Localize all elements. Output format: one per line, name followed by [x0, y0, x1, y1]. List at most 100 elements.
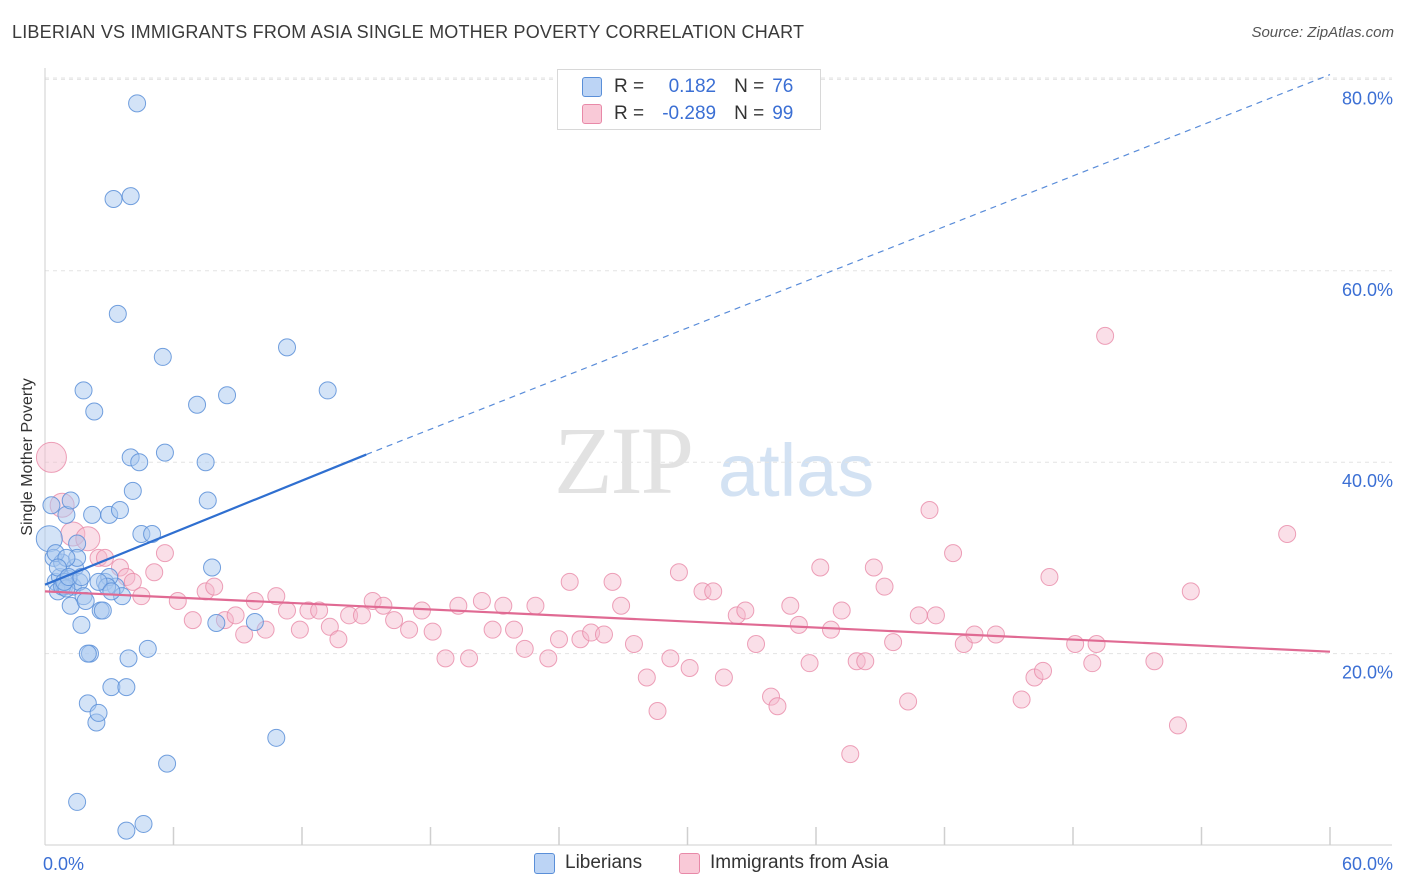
- point-immigrants-from-asia: [436, 649, 455, 668]
- point-immigrants-from-asia: [363, 591, 382, 610]
- series-liberians: [35, 94, 337, 840]
- point-immigrants-from-asia: [899, 692, 918, 711]
- point-immigrants-from-asia: [680, 658, 699, 677]
- point-immigrants-from-asia: [926, 606, 945, 625]
- point-liberians: [102, 678, 121, 697]
- point-immigrants-from-asia: [168, 591, 187, 610]
- point-liberians: [119, 649, 138, 668]
- y-tick-label-40: 40.0%: [1342, 471, 1393, 491]
- y-tick-label-80: 80.0%: [1342, 88, 1393, 108]
- point-liberians: [102, 582, 121, 601]
- point-liberians: [76, 591, 95, 610]
- point-immigrants-from-asia: [550, 630, 568, 649]
- chart-title: LIBERIAN VS IMMIGRANTS FROM ASIA SINGLE …: [12, 22, 805, 42]
- point-liberians: [83, 505, 102, 524]
- point-liberians: [117, 821, 136, 840]
- point-liberians: [74, 381, 93, 400]
- point-immigrants-from-asia: [800, 654, 819, 673]
- point-liberians: [128, 94, 147, 113]
- point-liberians: [72, 615, 91, 634]
- legend-swatch-pink: [679, 852, 700, 874]
- point-immigrants-from-asia: [594, 625, 613, 644]
- point-immigrants-from-asia: [560, 572, 579, 591]
- point-immigrants-from-asia: [352, 606, 371, 625]
- point-liberians: [245, 613, 264, 632]
- point-immigrants-from-asia: [278, 601, 297, 620]
- legend-label-liberians: Liberians: [565, 852, 643, 873]
- point-immigrants-from-asia: [1145, 652, 1164, 671]
- point-immigrants-from-asia: [648, 702, 667, 721]
- point-immigrants-from-asia: [400, 620, 419, 639]
- point-immigrants-from-asia: [412, 601, 431, 620]
- point-immigrants-from-asia: [1278, 524, 1297, 543]
- legend-r-label: R =: [614, 103, 645, 124]
- point-liberians: [121, 187, 140, 206]
- point-immigrants-from-asia: [145, 563, 164, 582]
- point-immigrants-from-asia: [661, 649, 680, 668]
- point-immigrants-from-asia: [505, 620, 524, 639]
- point-immigrants-from-asia: [704, 582, 723, 601]
- point-liberians: [123, 481, 142, 500]
- series-immigrants-from-asia: [35, 326, 1297, 764]
- point-immigrants-from-asia: [472, 591, 491, 610]
- point-immigrants-from-asia: [944, 544, 963, 563]
- point-immigrants-from-asia: [155, 544, 174, 563]
- point-liberians: [89, 703, 108, 722]
- point-liberians: [278, 338, 297, 357]
- point-immigrants-from-asia: [571, 630, 590, 649]
- series-legend: Liberians Immigrants from Asia: [0, 852, 1406, 878]
- point-liberians: [85, 402, 104, 421]
- point-immigrants-from-asia: [693, 582, 712, 601]
- point-immigrants-from-asia: [483, 620, 502, 639]
- trend-line-liberians: [44, 453, 367, 586]
- legend-n-label: N =: [734, 76, 765, 97]
- point-immigrants-from-asia: [669, 563, 688, 582]
- point-liberians: [188, 395, 207, 414]
- point-liberians: [153, 347, 172, 366]
- point-immigrants-from-asia: [714, 668, 733, 687]
- point-liberians: [203, 558, 222, 577]
- point-liberians: [108, 304, 127, 323]
- legend-label-immigrants-from-asia: Immigrants from Asia: [710, 852, 889, 873]
- legend-row-immigrants: R = -0.289 N = 99: [582, 101, 793, 127]
- point-liberians: [110, 501, 129, 520]
- point-immigrants-from-asia: [423, 622, 442, 641]
- point-liberians: [155, 443, 174, 462]
- point-immigrants-from-asia: [329, 630, 348, 649]
- point-liberians: [89, 572, 108, 591]
- point-liberians: [117, 678, 136, 697]
- legend-n-value: 99: [772, 103, 794, 124]
- grid-lines: [45, 77, 1392, 655]
- y-axis-label: Single Mother Poverty: [19, 378, 36, 536]
- point-liberians: [218, 386, 237, 405]
- point-immigrants-from-asia: [205, 577, 224, 596]
- point-immigrants-from-asia: [736, 601, 755, 620]
- point-immigrants-from-asia: [864, 558, 883, 577]
- point-immigrants-from-asia: [320, 617, 339, 636]
- y-tick-label-20: 20.0%: [1342, 663, 1393, 683]
- point-liberians: [198, 491, 217, 510]
- trend-line-liberians-extension: [366, 74, 1331, 456]
- x-tick-label-min: 0.0%: [43, 854, 84, 874]
- point-immigrants-from-asia: [183, 611, 202, 630]
- point-immigrants-from-asia: [909, 606, 928, 625]
- axes: [44, 68, 1392, 846]
- watermark-atlas: atlas: [718, 429, 875, 512]
- point-immigrants-from-asia: [1083, 654, 1102, 673]
- point-liberians: [42, 496, 61, 515]
- point-immigrants-from-asia: [747, 635, 766, 654]
- point-immigrants-from-asia: [811, 558, 830, 577]
- source-note: Source: ZipAtlas.com: [1251, 24, 1394, 41]
- point-immigrants-from-asia: [884, 633, 903, 652]
- point-liberians: [138, 639, 157, 658]
- point-immigrants-from-asia: [539, 649, 558, 668]
- point-liberians: [104, 190, 123, 209]
- point-immigrants-from-asia: [1034, 661, 1053, 680]
- legend-item-immigrants-from-asia: Immigrants from Asia: [679, 852, 888, 874]
- point-liberians: [68, 792, 87, 811]
- point-immigrants-from-asia: [856, 652, 875, 671]
- point-immigrants-from-asia: [781, 596, 800, 615]
- point-liberians: [130, 453, 149, 472]
- point-immigrants-from-asia: [35, 441, 67, 473]
- point-immigrants-from-asia: [789, 615, 808, 634]
